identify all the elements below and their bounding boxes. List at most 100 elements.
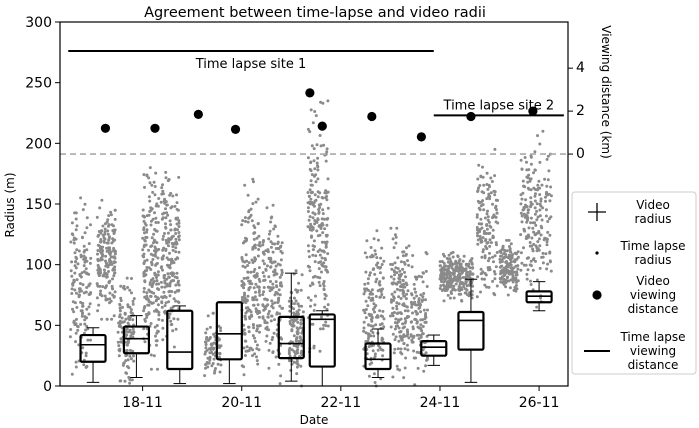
time-lapse-radius-point <box>312 174 316 178</box>
time-lapse-radius-point <box>532 171 535 175</box>
time-lapse-radius-point <box>540 226 544 230</box>
time-lapse-radius-point <box>100 198 104 202</box>
time-lapse-radius-point <box>148 283 152 286</box>
time-lapse-cluster-13 <box>438 250 475 303</box>
time-lapse-radius-point <box>402 291 406 294</box>
time-lapse-radius-point <box>271 282 275 286</box>
time-lapse-radius-point <box>372 372 376 376</box>
time-lapse-radius-point <box>147 176 151 180</box>
time-lapse-radius-point <box>264 268 268 272</box>
time-lapse-radius-point <box>145 174 149 178</box>
time-lapse-radius-point <box>369 246 373 249</box>
time-lapse-radius-point <box>324 265 328 269</box>
time-lapse-radius-point <box>204 366 207 370</box>
time-lapse-radius-point <box>477 206 481 210</box>
time-lapse-radius-point <box>126 286 130 289</box>
time-lapse-radius-point <box>74 360 78 364</box>
time-lapse-radius-point <box>211 311 215 315</box>
time-lapse-radius-point <box>294 352 297 356</box>
time-lapse-radius-point <box>163 304 167 308</box>
time-lapse-radius-point <box>81 304 85 308</box>
y-tick-label: 0 <box>43 379 52 395</box>
time-lapse-radius-point <box>269 240 273 244</box>
time-lapse-radius-point <box>323 297 327 301</box>
time-lapse-radius-point <box>75 224 79 228</box>
time-lapse-radius-point <box>89 223 92 227</box>
time-lapse-radius-point <box>424 320 428 324</box>
time-lapse-radius-point <box>85 307 89 311</box>
time-lapse-radius-point <box>392 351 396 355</box>
time-lapse-radius-point <box>487 285 491 289</box>
time-lapse-radius-point <box>88 282 92 286</box>
time-lapse-radius-point <box>246 220 250 224</box>
time-lapse-radius-point <box>394 317 398 321</box>
time-lapse-radius-point <box>98 206 102 210</box>
time-lapse-radius-point <box>318 206 322 209</box>
time-lapse-radius-point <box>480 277 484 281</box>
video-viewing-distance-point <box>230 124 241 134</box>
time-lapse-radius-point <box>270 338 274 342</box>
time-lapse-radius-point <box>142 272 146 275</box>
time-lapse-radius-point <box>88 261 92 265</box>
time-lapse-radius-point <box>264 339 268 343</box>
time-lapse-radius-point <box>166 231 170 235</box>
time-lapse-radius-point <box>370 288 374 292</box>
time-lapse-radius-point <box>308 200 312 204</box>
time-lapse-radius-point <box>162 246 166 250</box>
time-lapse-radius-point <box>96 284 100 288</box>
time-lapse-radius-point <box>267 328 270 332</box>
time-lapse-radius-point <box>75 317 78 321</box>
time-lapse-cluster-9 <box>306 99 330 354</box>
time-lapse-radius-point <box>323 292 327 296</box>
time-lapse-radius-point <box>240 298 244 302</box>
time-lapse-radius-point <box>504 253 508 256</box>
time-lapse-radius-point <box>412 282 416 286</box>
time-lapse-radius-point <box>165 256 169 260</box>
time-lapse-radius-point <box>177 231 181 234</box>
time-lapse-radius-point <box>247 279 251 283</box>
time-lapse-radius-point <box>417 298 421 302</box>
time-lapse-radius-point <box>406 289 410 293</box>
time-lapse-radius-point <box>467 294 471 298</box>
time-lapse-radius-point <box>491 279 495 283</box>
time-lapse-radius-point <box>319 327 322 331</box>
time-lapse-radius-point <box>368 362 372 366</box>
time-lapse-radius-point <box>169 223 173 227</box>
time-lapse-radius-point <box>514 276 518 280</box>
time-lapse-radius-point <box>311 211 315 215</box>
time-lapse-radius-point <box>317 203 321 207</box>
time-lapse-radius-point <box>88 292 92 296</box>
time-lapse-radius-point <box>83 202 87 206</box>
time-lapse-radius-point <box>155 276 158 279</box>
time-lapse-radius-point <box>480 240 484 244</box>
time-lapse-radius-point <box>81 346 85 350</box>
time-lapse-radius-point <box>527 256 530 260</box>
time-lapse-radius-point <box>415 350 419 354</box>
time-lapse-radius-point <box>483 272 487 275</box>
time-lapse-radius-point <box>313 222 317 226</box>
time-lapse-radius-point <box>545 240 549 244</box>
time-lapse-radius-point <box>252 286 256 290</box>
time-lapse-radius-point <box>488 244 492 248</box>
time-lapse-radius-point <box>308 265 311 269</box>
time-lapse-radius-point <box>544 195 547 199</box>
time-lapse-radius-point <box>462 285 466 289</box>
time-lapse-radius-point <box>152 238 156 242</box>
time-lapse-radius-point <box>414 290 418 294</box>
time-lapse-radius-point <box>407 244 411 248</box>
time-lapse-radius-point <box>313 274 317 278</box>
time-lapse-radius-point <box>153 185 157 188</box>
time-lapse-radius-point <box>541 261 545 265</box>
time-lapse-radius-point <box>244 301 248 304</box>
time-lapse-radius-point <box>83 260 87 264</box>
time-lapse-radius-point <box>210 364 214 368</box>
time-lapse-radius-point <box>174 217 178 221</box>
time-lapse-radius-point <box>247 210 251 214</box>
time-lapse-radius-point <box>87 242 91 246</box>
time-lapse-radius-point <box>311 216 315 220</box>
time-lapse-radius-point <box>85 365 89 368</box>
time-lapse-radius-point <box>401 326 405 330</box>
video-radius-box <box>525 281 553 312</box>
video-viewing-distance-point <box>100 123 111 133</box>
time-lapse-radius-point <box>219 363 223 367</box>
